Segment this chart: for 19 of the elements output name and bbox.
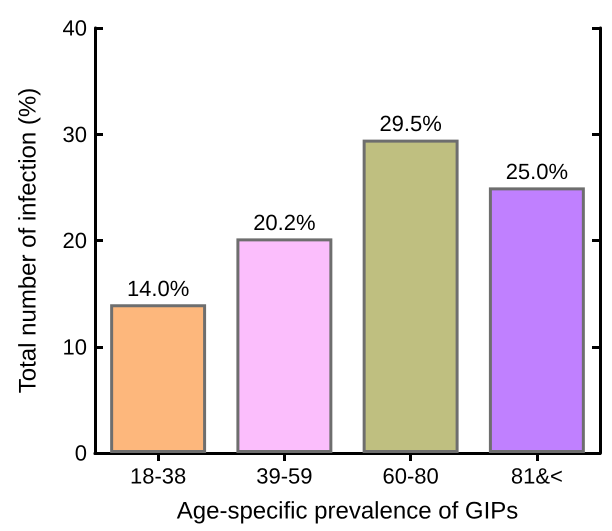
bar <box>488 187 585 453</box>
data-label: 20.2% <box>253 210 316 235</box>
x-tick-label: 60-80 <box>382 464 439 488</box>
y-tick-label: 30 <box>62 122 87 147</box>
data-label: 25.0% <box>506 158 568 184</box>
x-tick-label: 81&< <box>510 464 563 488</box>
y-tick-label: 40 <box>62 16 87 40</box>
x-tick-label: 39-59 <box>256 464 313 488</box>
bar <box>110 304 206 453</box>
y-axis-title: Total number of infection (%) <box>14 88 42 394</box>
bar <box>362 140 459 453</box>
x-tick-label: 18-38 <box>130 464 186 488</box>
bar <box>236 238 332 453</box>
y-tick-label: 20 <box>62 228 87 253</box>
y-tick-label: 0 <box>74 440 87 466</box>
data-label: 29.5% <box>379 111 442 136</box>
data-label: 14.0% <box>126 276 190 301</box>
y-tick-label: 10 <box>62 334 87 360</box>
x-axis-title: Age-specific prevalence of GIPs <box>176 498 518 524</box>
